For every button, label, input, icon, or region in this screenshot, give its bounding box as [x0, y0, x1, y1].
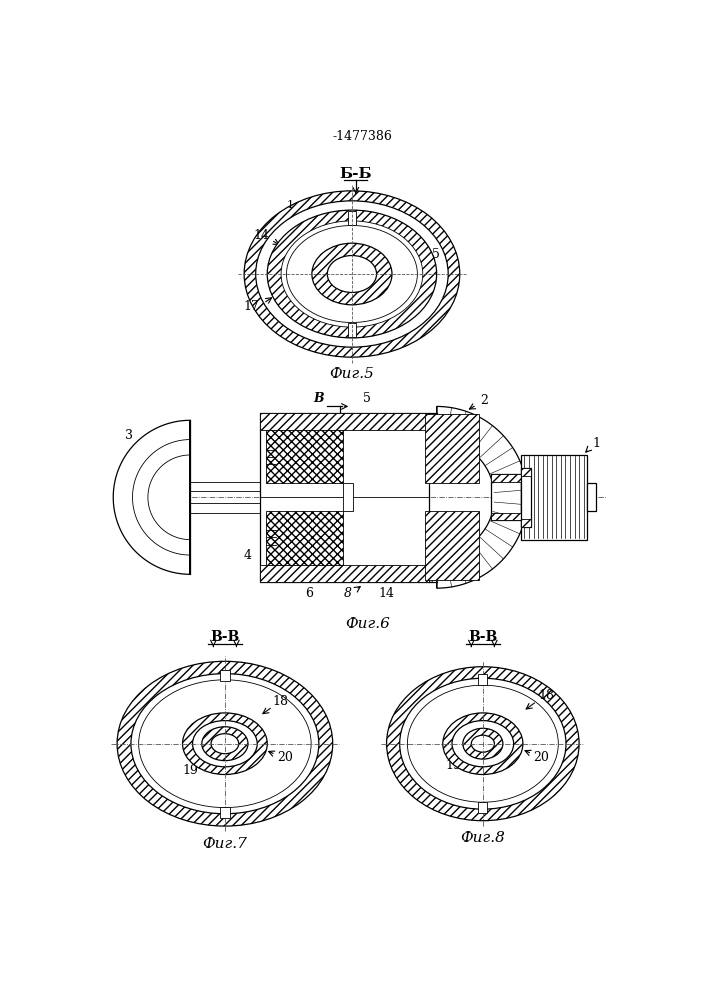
Text: В-В: В-В [468, 630, 498, 644]
Bar [521, 468, 530, 476]
Text: Фиг.6: Фиг.6 [345, 617, 390, 631]
Text: 18: 18 [538, 689, 554, 702]
Ellipse shape [463, 728, 503, 759]
Text: 7: 7 [429, 572, 437, 585]
Text: Фиг.5: Фиг.5 [329, 367, 375, 381]
Bar [491, 513, 521, 520]
Text: 18: 18 [272, 695, 288, 708]
Ellipse shape [139, 680, 311, 808]
Ellipse shape [192, 721, 257, 767]
Text: Б-Б: Б-Б [339, 167, 372, 181]
Ellipse shape [256, 201, 448, 347]
Bar [478, 674, 487, 685]
Text: 3: 3 [124, 429, 133, 442]
Bar [478, 802, 487, 813]
Bar [521, 455, 587, 540]
Bar [221, 670, 230, 681]
Text: 20: 20 [533, 751, 549, 764]
Bar [491, 474, 521, 520]
Ellipse shape [452, 721, 514, 767]
Text: В-В: В-В [210, 630, 240, 644]
Text: 20: 20 [277, 751, 293, 764]
Ellipse shape [182, 713, 267, 774]
Bar [348, 211, 356, 225]
Ellipse shape [281, 221, 423, 327]
Bar [587, 483, 596, 511]
Text: 14: 14 [378, 587, 395, 600]
Bar [259, 565, 429, 582]
Bar [425, 414, 479, 483]
Bar [491, 474, 521, 482]
Bar [425, 511, 479, 580]
Text: 6: 6 [305, 587, 314, 600]
Ellipse shape [244, 191, 460, 357]
Ellipse shape [399, 678, 566, 809]
Text: -1477386: -1477386 [333, 130, 392, 143]
Ellipse shape [286, 225, 417, 323]
Bar [521, 468, 530, 527]
Text: 15: 15 [425, 248, 440, 261]
Text: 14: 14 [253, 229, 269, 242]
Ellipse shape [443, 713, 523, 774]
Text: Фиг.8: Фиг.8 [460, 831, 506, 845]
Ellipse shape [327, 256, 377, 292]
Ellipse shape [312, 243, 392, 305]
Text: 4: 4 [244, 549, 252, 562]
Ellipse shape [472, 735, 494, 752]
Bar [221, 807, 230, 818]
Ellipse shape [267, 210, 437, 338]
Ellipse shape [211, 734, 239, 754]
Text: 1: 1 [287, 200, 294, 210]
Bar [348, 323, 356, 337]
Polygon shape [113, 420, 190, 574]
Text: В: В [313, 392, 324, 405]
Ellipse shape [131, 674, 319, 814]
Text: 8: 8 [344, 587, 352, 600]
Ellipse shape [407, 685, 559, 802]
Bar [266, 430, 343, 483]
Ellipse shape [201, 727, 248, 761]
Ellipse shape [387, 667, 579, 821]
Bar [259, 413, 429, 430]
Text: 17: 17 [244, 300, 259, 313]
Text: 1: 1 [592, 437, 601, 450]
Ellipse shape [117, 661, 333, 826]
Text: Фиг.7: Фиг.7 [202, 837, 247, 851]
Text: 19: 19 [445, 759, 462, 772]
Bar [266, 511, 343, 565]
Bar [259, 413, 429, 582]
Bar [343, 483, 354, 511]
Polygon shape [437, 406, 527, 588]
Text: 5: 5 [363, 392, 371, 405]
Text: 2: 2 [481, 394, 489, 407]
Text: 19: 19 [182, 764, 198, 777]
Bar [521, 519, 530, 527]
